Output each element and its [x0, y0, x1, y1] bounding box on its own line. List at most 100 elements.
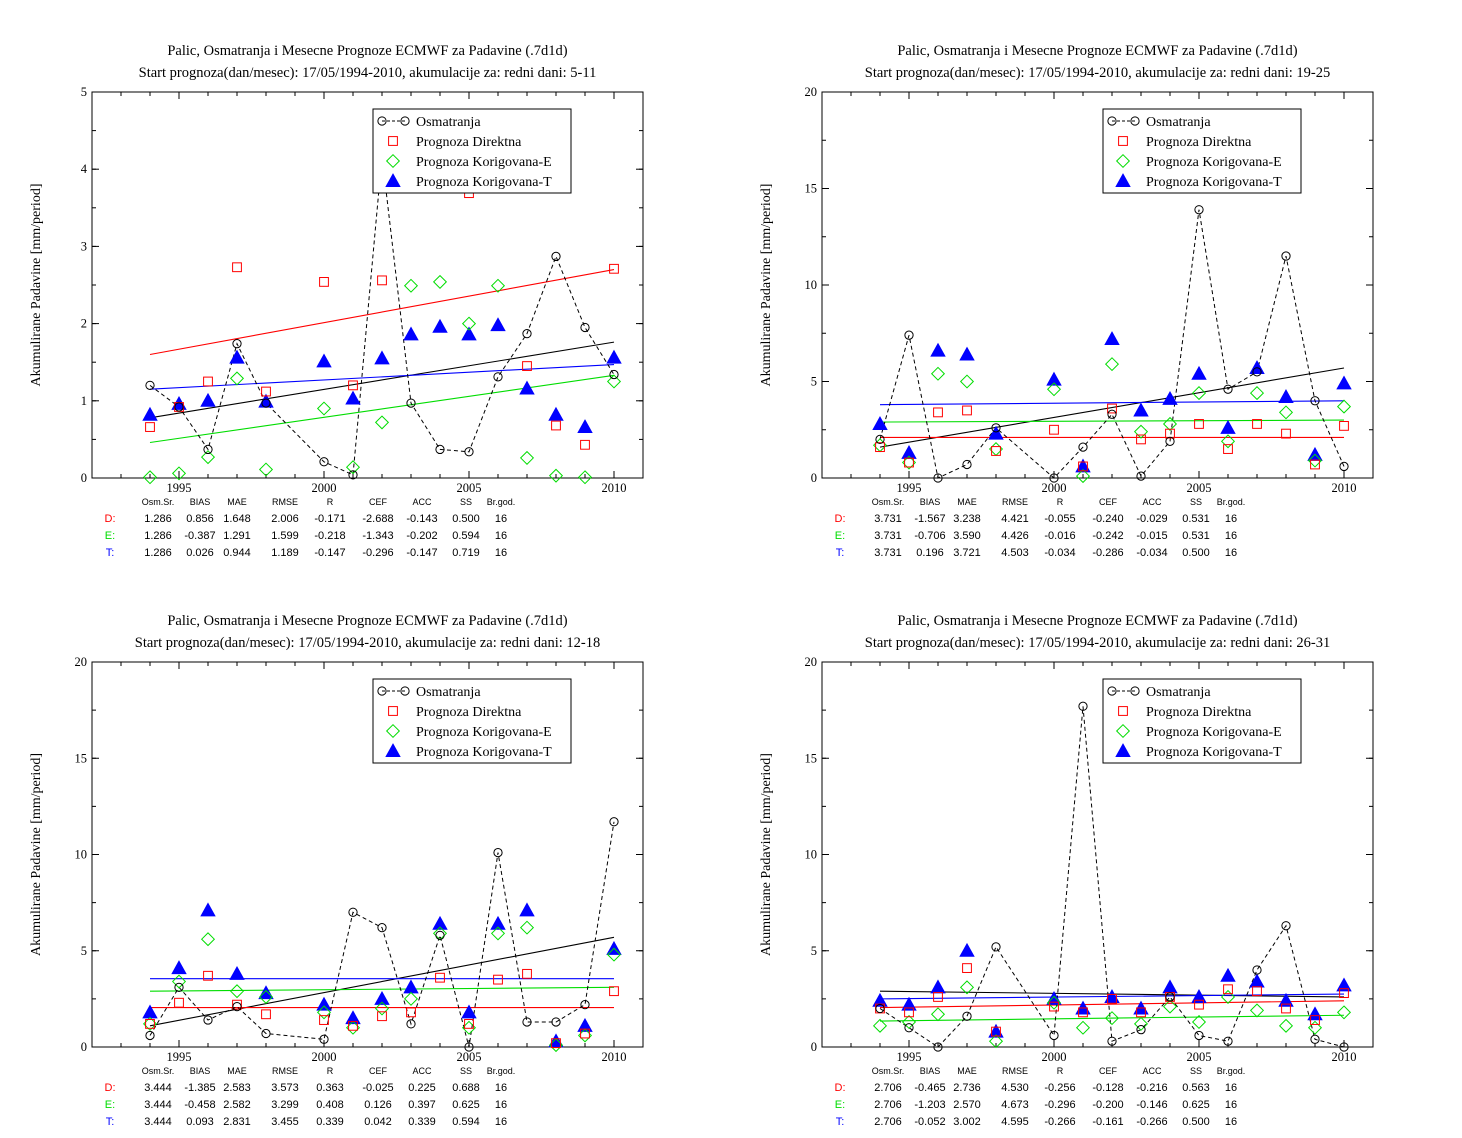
x-tick-label: 1995 — [167, 1050, 192, 1064]
data-point-circle — [1339, 461, 1349, 472]
data-point-triangle — [258, 393, 274, 408]
data-point-diamond — [200, 932, 216, 947]
x-tick-label: 1995 — [897, 1050, 922, 1064]
data-point-diamond — [1046, 995, 1062, 1010]
data-point-diamond — [403, 278, 419, 293]
y-axis-label: Akumulirane Padavine [mm/period] — [29, 753, 44, 956]
stats-value: 0.500 — [452, 513, 480, 525]
data-point-triangle — [490, 915, 506, 930]
chart-subtitle: Start prognoza(dan/mesec): 17/05/1994-20… — [139, 65, 597, 81]
data-point-square — [1136, 1007, 1146, 1018]
stats-value: 0.531 — [1182, 530, 1210, 542]
data-point-diamond — [258, 989, 274, 1004]
stats-header: MAE — [957, 497, 977, 507]
data-point-diamond — [872, 1018, 888, 1033]
data-point-diamond — [490, 926, 506, 941]
data-point-circle — [1107, 409, 1117, 419]
stats-value: 1.648 — [223, 513, 251, 525]
stats-value: -0.147 — [314, 547, 345, 559]
stats-header: BIAS — [190, 1066, 211, 1076]
data-point-diamond — [1133, 1016, 1149, 1031]
data-point-diamond — [229, 984, 245, 999]
data-point-square — [580, 1028, 590, 1039]
stats-header: RMSE — [1002, 497, 1028, 507]
y-axis-label: Akumulirane Padavine [mm/period] — [759, 184, 774, 387]
stats-value: 0.944 — [223, 547, 251, 559]
stats-header: RMSE — [272, 497, 298, 507]
data-point-square — [348, 380, 358, 391]
data-point-circle — [174, 982, 184, 992]
stats-row-label: T: — [836, 547, 845, 559]
data-point-diamond — [1249, 386, 1265, 401]
data-point-circle — [406, 1019, 416, 1029]
stats-value: -0.034 — [1136, 547, 1167, 559]
stats-value: 0.625 — [1182, 1099, 1210, 1111]
trend-line-corrT — [879, 400, 1345, 406]
y-tick-label: 15 — [805, 182, 818, 196]
legend-marker — [388, 706, 398, 716]
data-point-circle — [962, 1011, 972, 1021]
legend-marker — [385, 723, 401, 739]
stats-value: -0.052 — [914, 1116, 945, 1128]
data-point-circle — [1281, 921, 1291, 931]
data-point-square — [145, 422, 155, 432]
data-point-triangle — [229, 965, 245, 980]
stats-header: SS — [1190, 497, 1202, 507]
x-tick-label: 1995 — [897, 481, 922, 495]
stats-row-label: D: — [105, 513, 116, 525]
x-tick-label: 2005 — [457, 481, 482, 495]
trend-line-direct — [879, 1000, 1345, 1009]
data-point-square — [1107, 403, 1117, 414]
stats-value: 1.189 — [271, 547, 299, 559]
legend-label: Prognoza Direktna — [1146, 705, 1252, 720]
y-tick-label: 10 — [805, 848, 818, 862]
legend-label: Osmatranja — [1146, 115, 1211, 130]
data-point-square — [1252, 986, 1262, 997]
stats-row-label: D: — [835, 1082, 846, 1094]
trend-line-direct — [149, 269, 615, 356]
stats-header: ACC — [412, 1066, 432, 1076]
data-point-diamond — [258, 462, 274, 477]
data-point-triangle — [1307, 1006, 1323, 1021]
data-point-circle — [991, 423, 1001, 433]
x-tick-label: 2000 — [1042, 481, 1067, 495]
stats-value: 16 — [1225, 513, 1237, 525]
data-point-triangle — [1046, 990, 1062, 1005]
stats-value: -1.203 — [914, 1099, 945, 1111]
stats-value: 0.500 — [1182, 547, 1210, 559]
data-point-circle — [261, 398, 271, 408]
data-point-triangle — [374, 990, 390, 1005]
data-point-diamond — [1075, 469, 1091, 484]
data-point-diamond — [200, 450, 216, 465]
data-point-square — [1281, 1003, 1291, 1014]
data-point-square — [377, 275, 387, 286]
stats-value: -0.015 — [1136, 530, 1167, 542]
data-point-triangle — [872, 416, 888, 430]
chart-title: Palic, Osmatranja i Mesecne Prognoze ECM… — [167, 613, 567, 629]
x-tick-label: 2010 — [602, 1050, 627, 1064]
legend-marker — [1118, 136, 1128, 146]
stats-value: 4.503 — [1001, 547, 1029, 559]
data-point-square — [377, 1011, 387, 1022]
data-point-triangle — [959, 942, 975, 957]
data-point-square — [580, 439, 590, 450]
data-point-square — [1310, 459, 1320, 470]
stats-value: -0.216 — [1136, 1082, 1167, 1094]
y-axis-label: Akumulirane Padavine [mm/period] — [29, 184, 44, 387]
legend-marker — [377, 686, 387, 696]
data-point-circle — [464, 1042, 474, 1052]
data-point-square — [522, 361, 532, 371]
data-point-square — [933, 407, 943, 418]
data-point-triangle — [1336, 375, 1352, 390]
stats-value: -0.387 — [184, 530, 215, 542]
data-point-triangle — [171, 960, 187, 975]
data-point-triangle — [1104, 989, 1120, 1003]
data-point-triangle — [200, 392, 216, 407]
stats-value: -0.286 — [1092, 547, 1123, 559]
data-point-circle — [1078, 442, 1088, 452]
data-point-triangle — [1162, 390, 1178, 405]
data-point-square — [1136, 434, 1146, 445]
data-point-circle — [203, 1015, 213, 1025]
legend-label: Prognoza Korigovana-T — [1146, 745, 1282, 760]
stats-value: 1.291 — [223, 530, 251, 542]
